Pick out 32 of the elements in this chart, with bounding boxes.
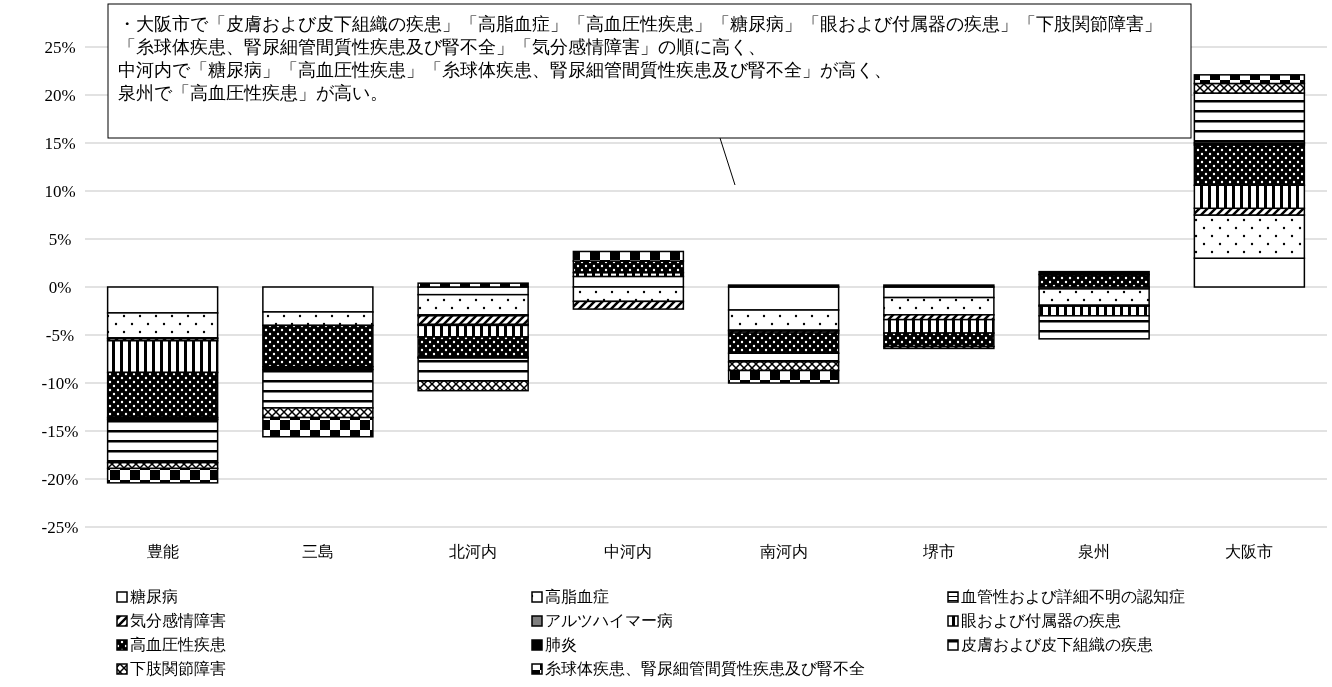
x-tick-label: 北河内 xyxy=(449,543,498,560)
x-tick-label: 中河内 xyxy=(604,543,653,560)
y-tick-label: 10% xyxy=(44,182,76,201)
legend-label: アルツハイマー病 xyxy=(545,612,673,629)
legend-label: 高脂血症 xyxy=(545,588,609,605)
legend-label: 気分感情障害 xyxy=(130,612,226,629)
x-tick-label: 三島 xyxy=(301,543,334,560)
legend-label: 糸球体疾患、腎尿細管間質性疾患及び腎不全 xyxy=(545,660,865,677)
y-tick-label: -20% xyxy=(41,470,79,489)
legend-label: 糖尿病 xyxy=(130,588,178,605)
y-tick-label: 25% xyxy=(44,38,76,57)
y-tick-label: 0% xyxy=(48,278,72,297)
x-tick-label: 南河内 xyxy=(759,543,808,560)
y-tick-label: -5% xyxy=(45,326,75,345)
x-tick-label: 大阪市 xyxy=(1225,543,1274,560)
legend-label: 下肢関節障害 xyxy=(130,660,226,677)
legend-label: 高血圧性疾患 xyxy=(130,636,226,653)
x-tick-label: 豊能 xyxy=(146,543,179,560)
y-tick-label: -15% xyxy=(41,422,79,441)
legend-label: 眼および付属器の疾患 xyxy=(961,612,1121,629)
y-tick-label: 15% xyxy=(44,134,76,153)
x-tick-label: 堺市 xyxy=(921,543,955,560)
legend-label: 皮膚および皮下組織の疾患 xyxy=(961,636,1153,653)
x-tick-label: 泉州 xyxy=(1078,543,1111,560)
y-tick-label: 20% xyxy=(44,86,76,105)
y-tick-label: -25% xyxy=(41,518,79,537)
callout: ・大阪市で「皮膚および皮下組織の疾患」「高脂血症」「高血圧性疾患」「糖尿病」「眼および付属器の疾患」「下肢関節障害」「糸球体疾患、腎尿細管間質性疾患及び腎不全」「気分感情障害」の順に高く、中河内で「糖尿病」「高血圧性疾患」「糸球体疾患、腎尿細管間質性疾患及び腎不全」が高く、泉州で「高血圧性疾患」が高い。 xyxy=(107,3,1192,186)
annotation: ・大阪市で「皮膚および皮下組織の疾患」「高脂血症」「高血圧性疾患」「糖尿病」「眼および付属器の疾患」「下肢関節障害」「糸球体疾患、腎尿細管間質性疾患及び腎不全」「気分感情障害」の順に高く、中河内で「糖尿病」「高血圧性疾患」「糸球体疾患、腎尿細管間質性疾患及び腎不全」が高く、泉州で「高血圧性疾患」が高い。 xyxy=(118,14,1162,103)
legend-label: 肺炎 xyxy=(545,636,577,653)
y-tick-label: -10% xyxy=(41,374,79,393)
y-tick-label: 5% xyxy=(48,230,72,249)
legend-label: 血管性および詳細不明の認知症 xyxy=(961,588,1185,605)
